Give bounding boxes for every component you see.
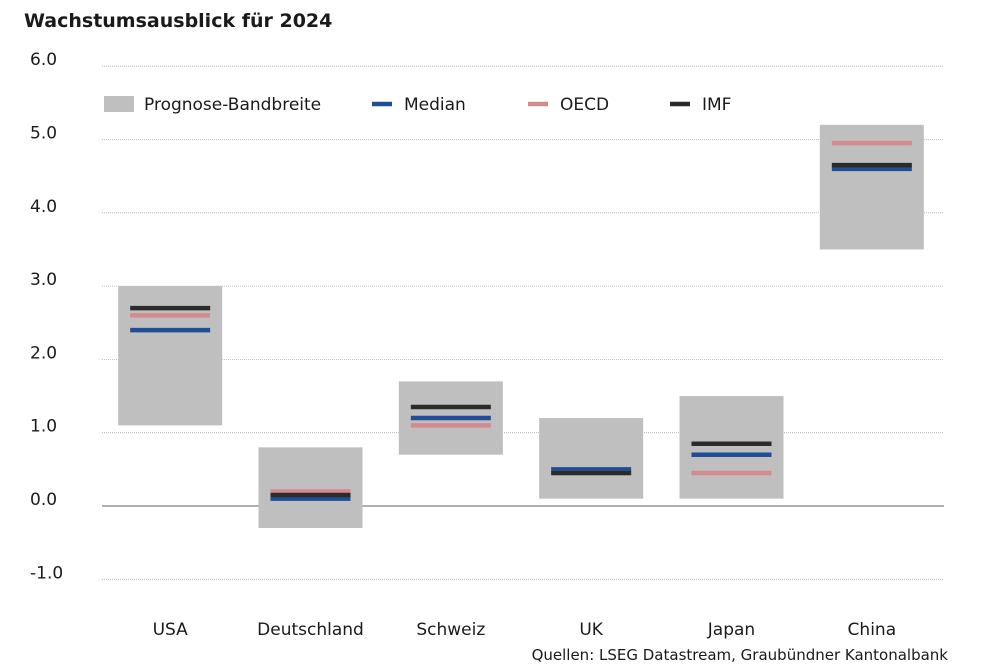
legend-swatch-band [104,96,134,112]
y-tick-label: 5.0 [30,124,57,144]
forecast-band-japan [679,396,784,499]
x-category-label: Japan [707,620,755,640]
y-tick-label: 0.0 [30,490,57,510]
x-category-label: China [848,620,897,640]
forecast-band-deutschland [258,447,363,528]
series-marks [130,140,912,501]
legend-label: Median [404,95,466,115]
y-tick-label: 6.0 [30,50,57,70]
y-tick-label: 2.0 [30,343,57,363]
y-tick-label: 3.0 [30,270,57,290]
forecast-band-china [819,124,924,250]
y-tick-label: 1.0 [30,417,57,437]
chart-title: Wachstumsausblick für 2024 [24,10,333,32]
x-category-label: Schweiz [416,620,485,640]
x-axis: USA Deutschland Schweiz UK Japan China [153,620,897,640]
source-note: Quellen: LSEG Datastream, Graubündner Ka… [531,646,948,664]
x-category-label: UK [579,620,603,640]
y-axis: 6.0 5.0 4.0 3.0 2.0 1.0 0.0 -1.0 [30,50,63,583]
forecast-band-uk [539,418,644,499]
x-category-label: Deutschland [257,620,364,640]
legend-label: OECD [560,95,609,115]
grid-lines [102,65,944,580]
range-bands [118,124,924,528]
legend-label: IMF [702,95,731,115]
y-tick-label: -1.0 [30,563,63,583]
x-category-label: USA [153,620,189,640]
y-tick-label: 4.0 [30,197,57,217]
legend: Prognose-Bandbreite Median OECD IMF [104,95,731,115]
legend-label: Prognose-Bandbreite [144,95,321,115]
